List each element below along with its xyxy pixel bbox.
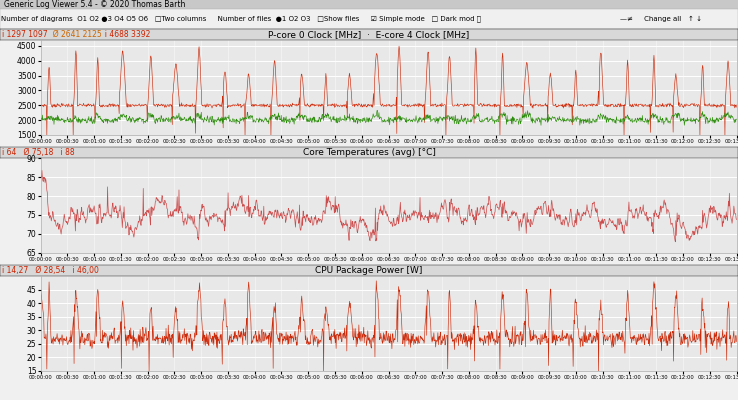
Text: i 64   Ø 75,18   i 88: i 64 Ø 75,18 i 88 xyxy=(2,148,75,157)
Text: Ø 2641 2125: Ø 2641 2125 xyxy=(48,30,102,39)
Text: P-core 0 Clock [MHz]  ·  E-core 4 Clock [MHz]: P-core 0 Clock [MHz] · E-core 4 Clock [M… xyxy=(269,30,469,39)
Text: Number of diagrams  O1 O2 ●3 O4 O5 O6   □Two columns     Number of files  ●1 O2 : Number of diagrams O1 O2 ●3 O4 O5 O6 □Tw… xyxy=(1,16,481,22)
Text: i 14,27   Ø 28,54   i 46,00: i 14,27 Ø 28,54 i 46,00 xyxy=(2,266,99,275)
Text: Generic Log Viewer 5.4 - © 2020 Thomas Barth: Generic Log Viewer 5.4 - © 2020 Thomas B… xyxy=(4,0,185,9)
Text: Core Temperatures (avg) [°C]: Core Temperatures (avg) [°C] xyxy=(303,148,435,157)
Text: i 4688 3392: i 4688 3392 xyxy=(100,30,150,39)
Text: i 1297 1097: i 1297 1097 xyxy=(2,30,48,39)
Text: CPU Package Power [W]: CPU Package Power [W] xyxy=(315,266,423,275)
Text: —≠     Change all   ↑ ↓: —≠ Change all ↑ ↓ xyxy=(620,16,702,22)
